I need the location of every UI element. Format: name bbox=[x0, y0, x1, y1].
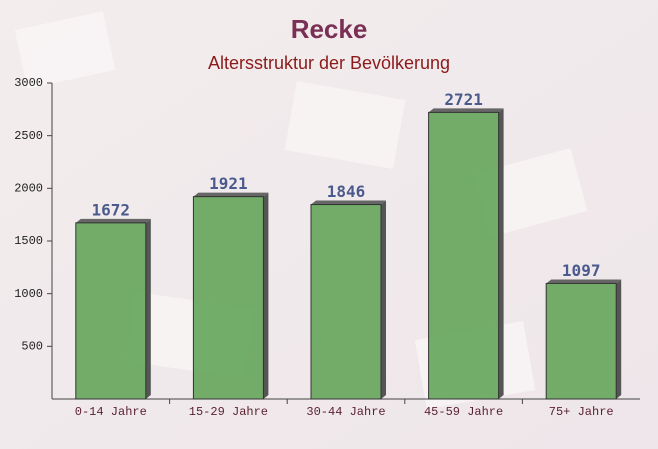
bar-shadow bbox=[381, 200, 386, 399]
bar-shadow-top bbox=[546, 279, 622, 284]
bar-shadow bbox=[616, 279, 622, 399]
x-tick-label: 0-14 Jahre bbox=[75, 405, 147, 419]
bar-shadow bbox=[263, 192, 269, 399]
value-label: 1921 bbox=[209, 174, 248, 193]
bar-shadow bbox=[498, 108, 504, 399]
y-tick-label: 1000 bbox=[14, 287, 43, 301]
bar-shadow-top bbox=[75, 218, 151, 223]
y-tick-label: 3000 bbox=[14, 76, 43, 90]
value-label: 1672 bbox=[92, 200, 131, 219]
bar bbox=[192, 196, 264, 400]
y-tick-label: 500 bbox=[21, 340, 43, 354]
chart-subtitle: Altersstruktur der Bevölkerung bbox=[208, 53, 450, 73]
bar bbox=[75, 222, 147, 400]
value-label: 2721 bbox=[444, 90, 483, 109]
y-tick-label: 2000 bbox=[14, 182, 43, 196]
x-tick-label: 30-44 Jahre bbox=[306, 405, 385, 419]
x-tick-label: 15-29 Jahre bbox=[189, 405, 268, 419]
bar-shadow-top bbox=[311, 200, 386, 205]
bar-shadow bbox=[145, 218, 151, 399]
x-tick-label: 45-59 Jahre bbox=[424, 405, 503, 419]
bar-shadow-top bbox=[193, 192, 269, 197]
x-tick-label: 75+ Jahre bbox=[549, 405, 614, 419]
bar bbox=[545, 282, 617, 400]
bar bbox=[428, 111, 500, 400]
value-label: 1097 bbox=[562, 261, 601, 280]
chart-title: Recke bbox=[291, 14, 368, 44]
value-label: 1846 bbox=[327, 182, 366, 201]
y-tick-label: 1500 bbox=[14, 234, 43, 248]
y-tick-label: 2500 bbox=[14, 129, 43, 143]
bar-shadow-top bbox=[428, 108, 504, 113]
bar bbox=[310, 204, 382, 400]
